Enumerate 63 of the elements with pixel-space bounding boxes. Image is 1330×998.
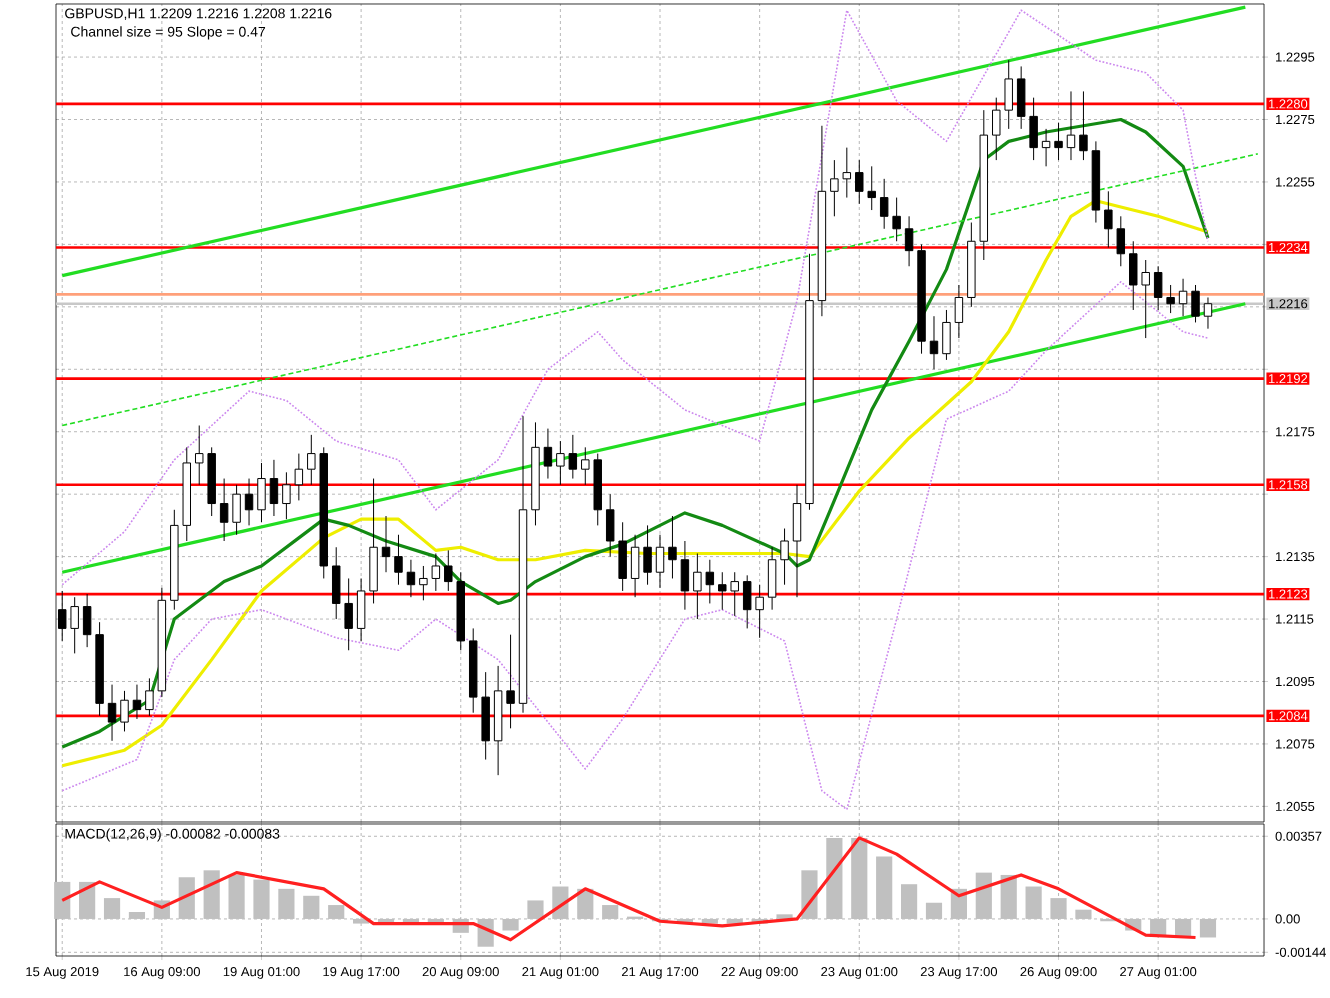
bar [278,888,295,919]
bar [1150,918,1167,936]
bar [876,856,893,919]
candlestick [1091,140,1101,224]
candlestick [817,125,827,317]
candlestick [1079,90,1088,161]
candlestick [406,559,416,598]
bar [1050,898,1067,919]
bar [975,872,992,919]
candlestick [1178,278,1188,317]
candlestick [942,309,951,361]
candlestick [1066,90,1076,161]
candlestick [506,634,515,729]
bar [228,874,245,919]
candlestick [531,421,540,526]
candlestick [381,515,391,573]
candlestick [630,534,640,598]
candlestick [1041,128,1051,167]
candlestick [954,284,964,339]
candlestick [805,253,814,511]
candlestick [780,528,789,586]
candlestick [917,243,926,355]
candlestick [680,540,690,611]
candlestick [767,546,777,611]
bar [602,905,619,919]
candlestick [929,315,939,370]
bar [925,902,943,919]
bar [851,837,868,919]
bar [353,918,370,924]
bar [54,881,71,919]
bar [253,879,270,919]
candlestick [493,665,503,776]
bar [1025,886,1042,919]
bar [203,870,220,919]
bar [527,900,544,919]
candlestick [394,534,403,586]
bar [128,912,146,919]
candlestick [518,415,528,714]
bar [303,895,320,919]
candlestick [1203,296,1213,330]
candlestick [257,462,266,523]
candlestick [269,459,279,517]
candlestick [107,684,117,742]
candlestick [668,515,677,579]
bar [502,918,519,931]
bar [900,884,918,919]
candlestick [792,484,802,598]
candlestick [904,215,914,267]
candlestick [655,534,665,589]
candlestick [643,524,652,586]
candlestick [132,684,142,720]
bar [1075,909,1092,919]
bar [328,905,345,919]
bar [826,837,843,919]
bar [1199,918,1217,938]
line-series [61,281,1209,811]
line-series [61,9,1209,586]
candlestick [1054,122,1063,161]
candlestick [543,428,553,480]
bar [178,877,195,919]
candlestick [244,478,254,526]
bar [1000,874,1017,919]
bar [103,898,121,919]
